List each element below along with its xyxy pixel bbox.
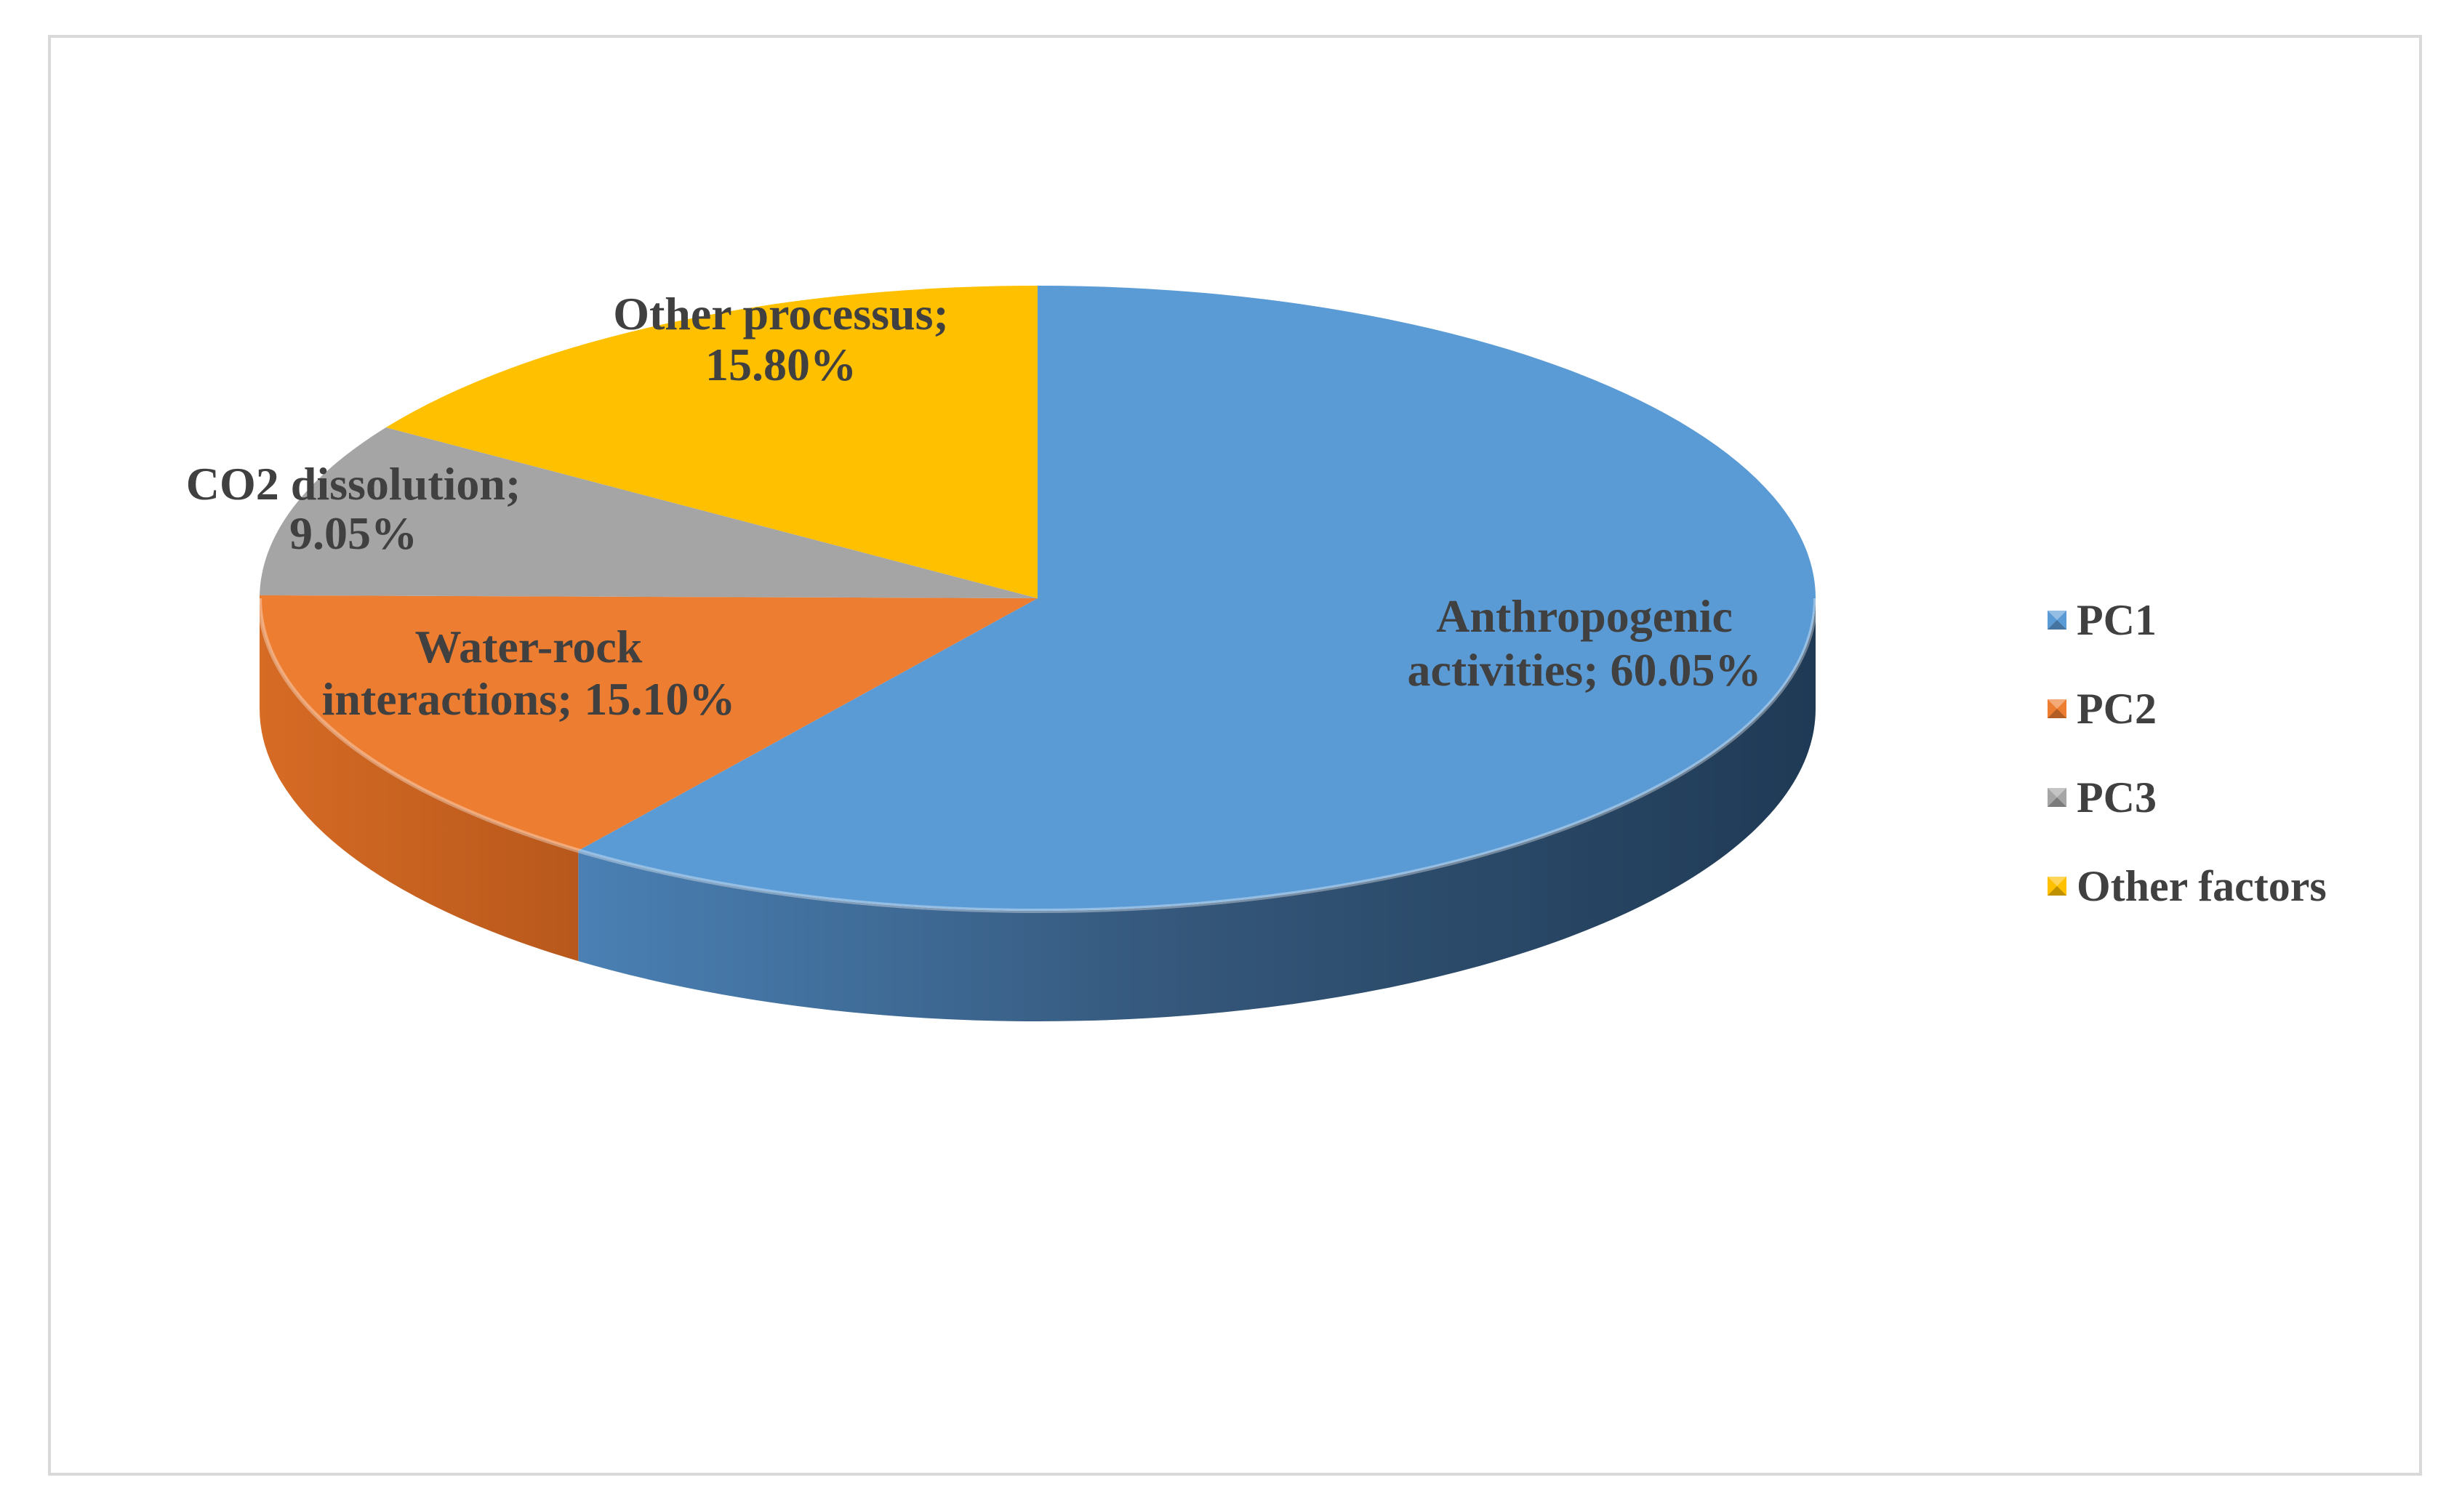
slice-label-pc2: Water-rock interactions; 15.10%	[322, 621, 736, 725]
slice-pc3	[260, 427, 1038, 598]
legend: PC1 PC2 PC3 Other factors	[2048, 596, 2327, 910]
legend-swatch-bevel	[2048, 788, 2066, 797]
legend-label: PC1	[2077, 596, 2157, 644]
legend-item-other-factors: Other factors	[2048, 862, 2327, 910]
legend-item-pc2: PC2	[2048, 685, 2157, 733]
slice-pc2	[260, 595, 1038, 851]
legend-swatch	[2048, 699, 2066, 718]
legend-item-pc1: PC1	[2048, 596, 2157, 644]
legend-swatch-bevel	[2048, 699, 2066, 709]
slice-other-factors	[385, 286, 1038, 598]
pie-chart: Anthropogenic activities; 60.05% Water-roc…	[186, 286, 2327, 1021]
legend-label: PC3	[2077, 773, 2157, 821]
legend-swatch-shade	[2048, 709, 2066, 718]
slice-label-pc3: CO2 dissolution; 9.05%	[186, 458, 521, 559]
legend-swatch-bevel	[2048, 611, 2066, 620]
slice-side-pc1	[578, 598, 1816, 1021]
slice-label-other-factors: Other processus; 15.80%	[613, 288, 949, 390]
slice-pc1	[578, 286, 1816, 911]
legend-swatch	[2048, 611, 2066, 630]
legend-item-pc3: PC3	[2048, 773, 2157, 821]
chart-frame: Anthropogenic activities; 60.05% Water-roc…	[48, 35, 2422, 1476]
legend-swatch-shade	[2048, 620, 2066, 630]
legend-swatch-shade	[2048, 797, 2066, 807]
legend-label: Other factors	[2077, 862, 2327, 910]
slice-label-pc1: Anthropogenic activities; 60.05%	[1408, 590, 1762, 696]
slice-labels: Anthropogenic activities; 60.05% Water-roc…	[186, 288, 1762, 725]
pie-rim-highlight	[257, 598, 1818, 913]
legend-swatch-shade	[2048, 886, 2066, 896]
pie-slices	[257, 286, 1818, 1021]
legend-swatch-bevel	[2048, 877, 2066, 886]
legend-label: PC2	[2077, 685, 2157, 733]
legend-swatch	[2048, 877, 2066, 896]
slice-side-pc2	[260, 598, 579, 962]
legend-swatch	[2048, 788, 2066, 807]
